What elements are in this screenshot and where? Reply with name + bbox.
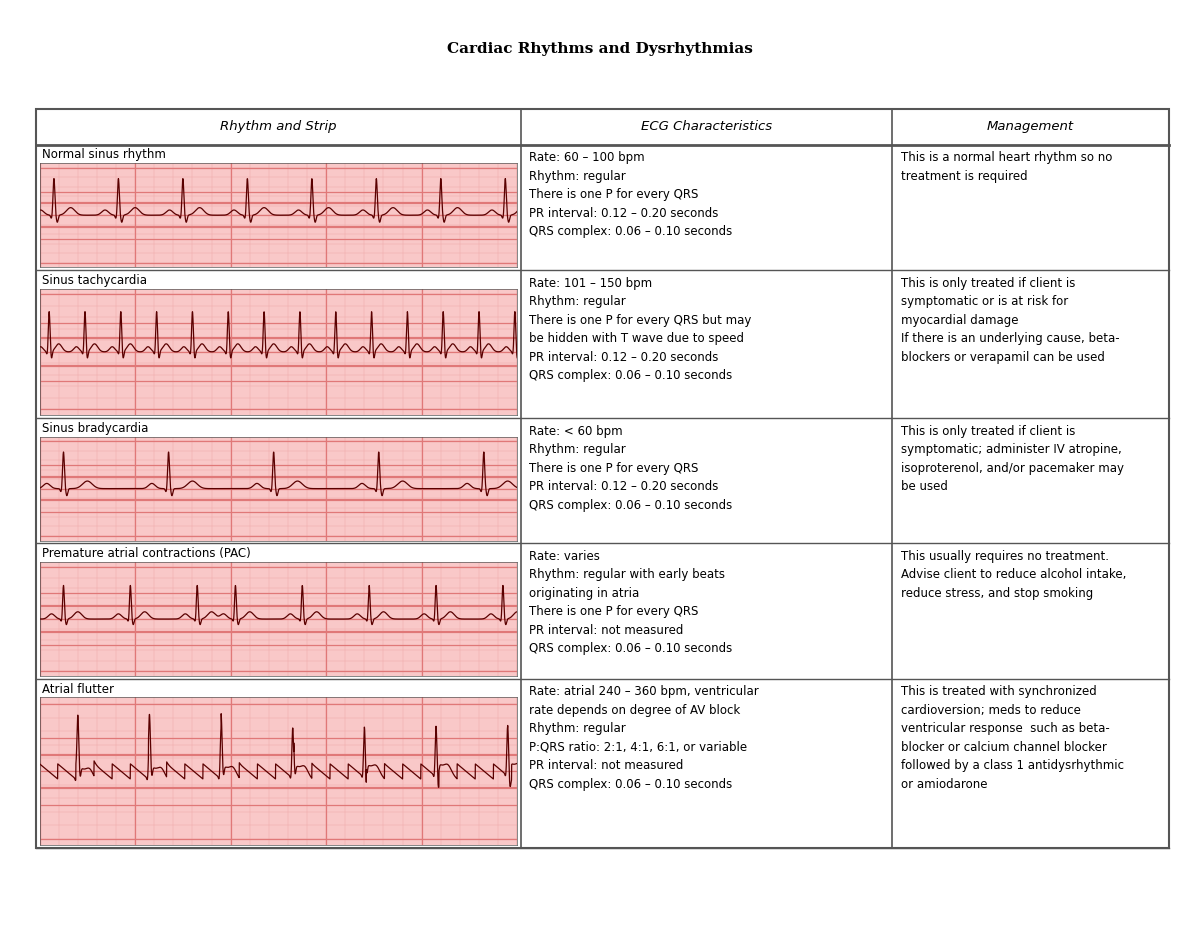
- Bar: [36, 109, 1169, 848]
- Text: Rate: 60 – 100 bpm
Rhythm: regular
There is one P for every QRS
PR interval: 0.1: Rate: 60 – 100 bpm Rhythm: regular There…: [529, 151, 732, 238]
- Text: Normal sinus rhythm: Normal sinus rhythm: [42, 148, 166, 161]
- Text: This is treated with synchronized
cardioversion; meds to reduce
ventricular resp: This is treated with synchronized cardio…: [901, 685, 1123, 791]
- Text: Management: Management: [988, 121, 1074, 133]
- Text: This is only treated if client is
symptomatic; administer IV atropine,
isoproter: This is only treated if client is sympto…: [901, 425, 1123, 493]
- Text: Cardiac Rhythms and Dysrhythmias: Cardiac Rhythms and Dysrhythmias: [448, 42, 752, 56]
- Text: Sinus tachycardia: Sinus tachycardia: [42, 273, 148, 286]
- Text: Rate: varies
Rhythm: regular with early beats
originating in atria
There is one : Rate: varies Rhythm: regular with early …: [529, 550, 732, 655]
- Text: This is only treated if client is
symptomatic or is at risk for
myocardial damag: This is only treated if client is sympto…: [901, 276, 1120, 363]
- Text: ECG Characteristics: ECG Characteristics: [641, 121, 772, 133]
- Text: Atrial flutter: Atrial flutter: [42, 682, 114, 695]
- Text: Rhythm and Strip: Rhythm and Strip: [220, 121, 337, 133]
- Text: Sinus bradycardia: Sinus bradycardia: [42, 422, 149, 435]
- Text: Rate: atrial 240 – 360 bpm, ventricular
rate depends on degree of AV block
Rhyth: Rate: atrial 240 – 360 bpm, ventricular …: [529, 685, 758, 791]
- Text: Rate: 101 – 150 bpm
Rhythm: regular
There is one P for every QRS but may
be hidd: Rate: 101 – 150 bpm Rhythm: regular Ther…: [529, 276, 751, 382]
- Text: Rate: < 60 bpm
Rhythm: regular
There is one P for every QRS
PR interval: 0.12 – : Rate: < 60 bpm Rhythm: regular There is …: [529, 425, 732, 512]
- Text: Premature atrial contractions (PAC): Premature atrial contractions (PAC): [42, 547, 251, 560]
- Text: This is a normal heart rhythm so no
treatment is required: This is a normal heart rhythm so no trea…: [901, 151, 1112, 183]
- Text: This usually requires no treatment.
Advise client to reduce alcohol intake,
redu: This usually requires no treatment. Advi…: [901, 550, 1126, 600]
